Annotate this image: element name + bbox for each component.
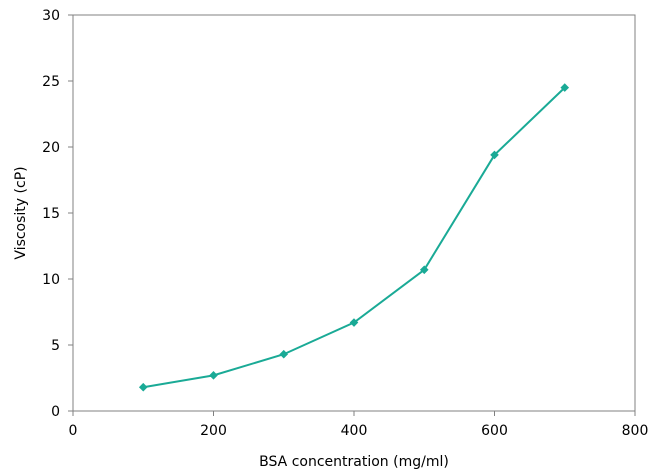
x-axis: 0 200 400 600 800 <box>69 411 649 439</box>
x-tick-label: 600 <box>481 423 508 439</box>
plot-area <box>72 14 636 412</box>
y-axis-title: Viscosity (cP) <box>13 166 29 259</box>
x-axis-title: BSA concentration (mg/ml) <box>259 454 449 470</box>
data-point <box>560 83 570 92</box>
data-point <box>419 265 429 275</box>
x-tick-label: 800 <box>622 423 649 439</box>
x-tick-label: 200 <box>200 423 227 439</box>
y-tick-label: 15 <box>42 206 60 222</box>
data-point <box>209 371 218 380</box>
series-layer <box>138 83 570 392</box>
y-tick-label: 30 <box>42 8 60 24</box>
y-tick-label: 0 <box>51 404 60 420</box>
y-tick-label: 20 <box>42 140 60 156</box>
x-tick-label: 400 <box>341 423 368 439</box>
data-point <box>138 382 148 392</box>
y-tick-label: 25 <box>42 74 60 90</box>
data-point <box>279 349 289 359</box>
data-point <box>349 318 359 327</box>
y-tick-label: 5 <box>51 338 60 354</box>
data-point <box>490 150 499 160</box>
y-tick-label: 10 <box>42 272 60 288</box>
x-tick-label: 0 <box>69 423 78 439</box>
y-axis: 0 5 10 15 20 25 30 <box>42 8 73 420</box>
